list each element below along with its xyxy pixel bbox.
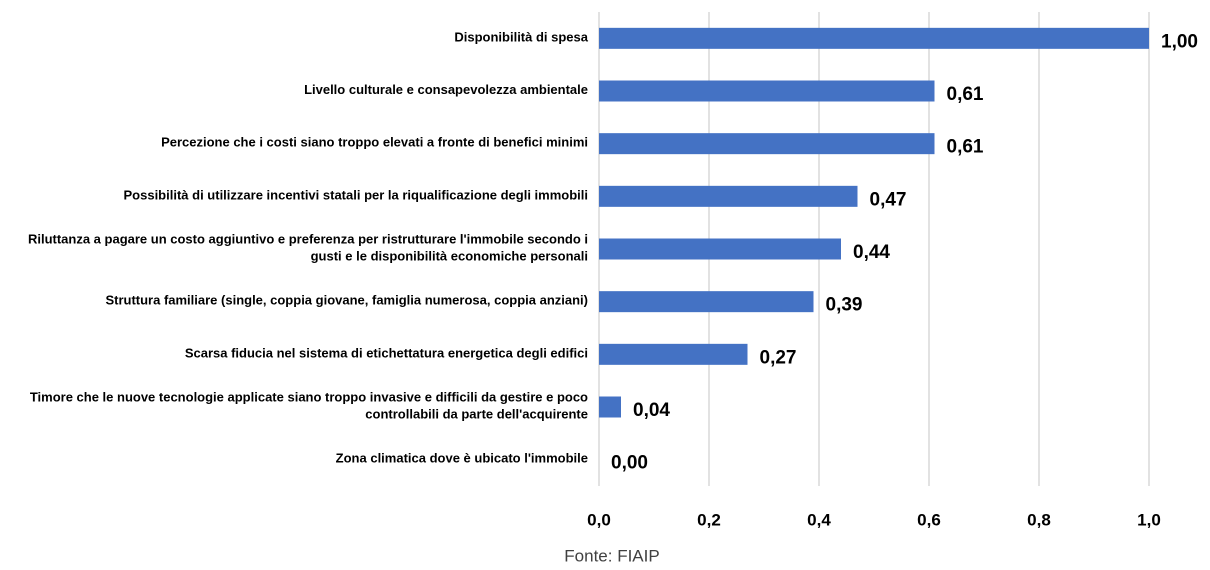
bar	[599, 80, 935, 102]
source: Fonte: FIAIP	[564, 546, 659, 565]
value-label: 0,61	[947, 84, 984, 105]
bar	[599, 291, 814, 313]
category-label: Disponibilità di spesa	[454, 30, 588, 45]
category-label: Struttura familiare (single, coppia giov…	[105, 293, 588, 308]
bar	[599, 133, 935, 155]
value-label: 0,61	[947, 137, 984, 158]
x-tick-label: 0,8	[1027, 510, 1051, 529]
bar	[599, 396, 621, 418]
bar	[599, 185, 858, 207]
bar	[599, 27, 1149, 49]
value-label: 0,27	[760, 347, 797, 368]
category-label: Scarsa fiducia nel sistema di etichettat…	[185, 346, 588, 361]
category-label: Zona climatica dove è ubicato l'immobile	[336, 451, 588, 466]
x-tick-label: 1,0	[1137, 510, 1161, 529]
value-label: 0,00	[611, 453, 648, 474]
x-tick-label: 0,0	[587, 510, 611, 529]
category-label: Timore che le nuove tecnologie applicate…	[30, 390, 588, 422]
x-tick-label: 0,4	[807, 510, 831, 529]
value-label: 0,47	[870, 189, 907, 210]
category-label: Livello culturale e consapevolezza ambie…	[304, 82, 588, 97]
value-label: 0,04	[633, 400, 670, 421]
value-label: 0,39	[826, 295, 863, 316]
bar	[599, 343, 748, 365]
value-label: 0,44	[853, 242, 890, 263]
x-tick-label: 0,6	[917, 510, 941, 529]
category-label: Riluttanza a pagare un costo aggiuntivo …	[28, 232, 588, 264]
category-label: Percezione che i costi siano troppo elev…	[161, 135, 588, 150]
value-label: 1,00	[1161, 31, 1198, 52]
x-tick-label: 0,2	[697, 510, 721, 529]
category-label: Possibilità di utilizzare incentivi stat…	[124, 188, 589, 203]
bar	[599, 238, 841, 260]
